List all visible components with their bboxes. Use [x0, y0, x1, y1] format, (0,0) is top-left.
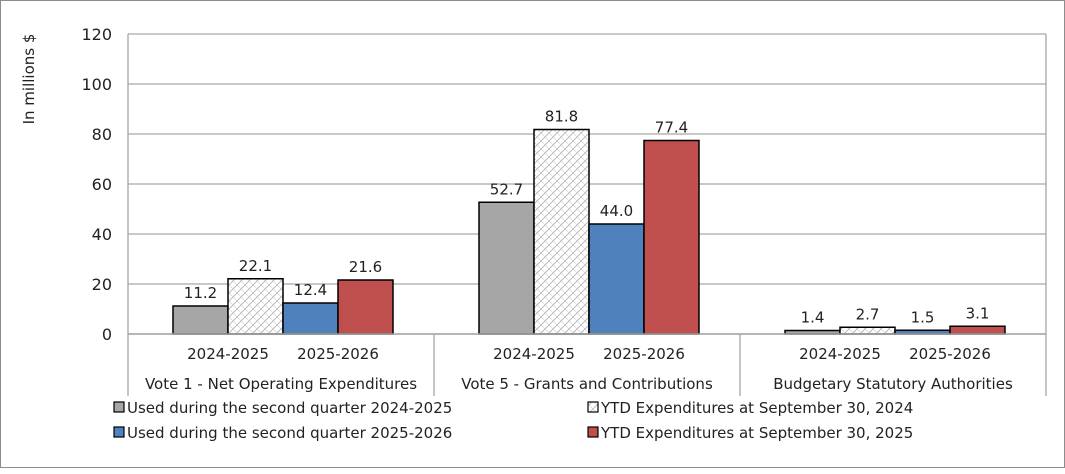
y-tick-label: 80	[92, 125, 112, 144]
y-tick-label: 120	[81, 25, 112, 44]
bar	[588, 223, 645, 335]
y-tick-label: 60	[92, 175, 112, 194]
data-label: 11.2	[184, 284, 217, 302]
x-tick-label: 2024-2025	[187, 345, 269, 363]
data-label: 2.7	[856, 305, 880, 323]
y-tick-label: 100	[81, 75, 112, 94]
y-tick-label: 0	[102, 325, 112, 344]
legend-label: Used during the second quarter 2024-2025	[127, 399, 452, 417]
legend-label: YTD Expenditures at September 30, 2025	[600, 424, 913, 442]
bar	[282, 302, 339, 335]
data-label: 21.6	[349, 258, 382, 276]
x-tick-label: 2025-2026	[603, 345, 685, 363]
data-label: 1.5	[911, 308, 935, 326]
y-tick-label: 40	[92, 225, 112, 244]
data-label: 44.0	[600, 202, 633, 220]
data-label: 1.4	[801, 309, 825, 327]
y-axis-label: In millions $	[20, 34, 38, 125]
bar	[533, 128, 590, 335]
bar	[337, 279, 394, 335]
legend-label: Used during the second quarter 2025-2026	[127, 424, 452, 442]
legend-label: YTD Expenditures at September 30, 2024	[600, 399, 913, 417]
legend-swatch	[113, 401, 125, 413]
group-label: Budgetary Statutory Authorities	[773, 375, 1013, 393]
bar	[949, 325, 1006, 335]
bar	[839, 326, 896, 335]
data-label: 81.8	[545, 108, 578, 126]
x-tick-label: 2024-2025	[799, 345, 881, 363]
data-label: 3.1	[966, 304, 990, 322]
legend-swatch	[587, 401, 599, 413]
data-label: 77.4	[655, 119, 688, 137]
group-label: Vote 1 - Net Operating Expenditures	[145, 375, 417, 393]
bar	[227, 278, 284, 335]
x-tick-label: 2025-2026	[909, 345, 991, 363]
bar	[172, 305, 229, 335]
x-tick-label: 2024-2025	[493, 345, 575, 363]
legend-swatch	[113, 426, 125, 438]
data-label: 22.1	[239, 257, 272, 275]
bar	[478, 201, 535, 335]
y-tick-label: 20	[92, 275, 112, 294]
data-label: 12.4	[294, 281, 327, 299]
data-label: 52.7	[490, 180, 523, 198]
group-label: Vote 5 - Grants and Contributions	[461, 375, 713, 393]
bar	[643, 139, 700, 335]
x-tick-label: 2025-2026	[297, 345, 379, 363]
legend-swatch	[587, 426, 599, 438]
